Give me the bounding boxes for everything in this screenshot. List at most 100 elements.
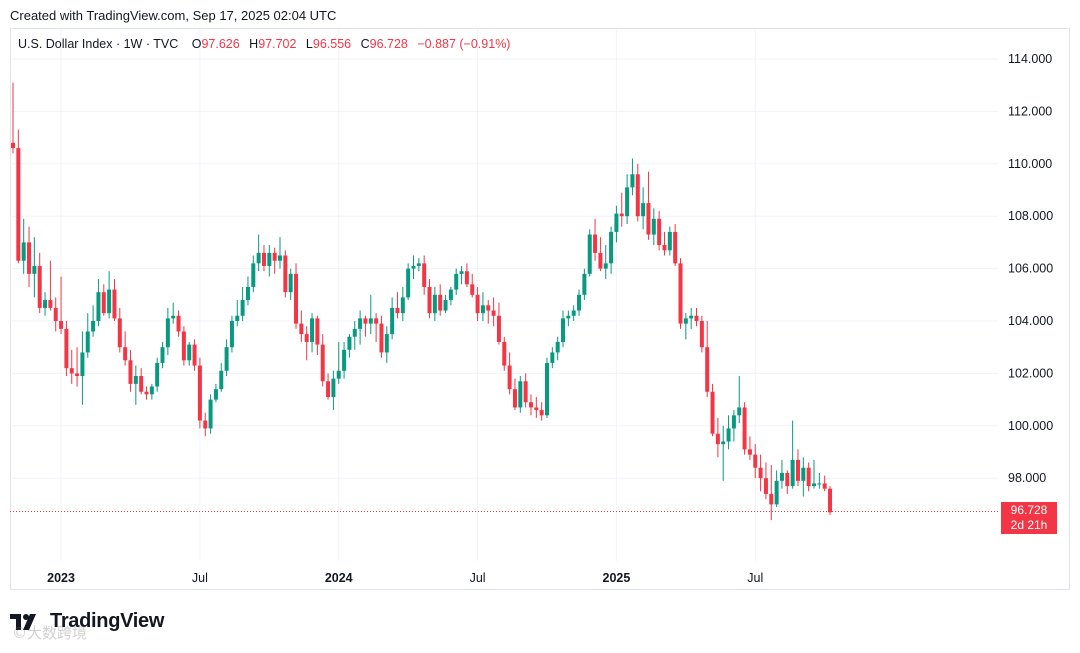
candle-down bbox=[123, 331, 128, 366]
brand-name: TradingView bbox=[50, 610, 165, 632]
candle-down bbox=[763, 462, 768, 500]
candle-down bbox=[139, 368, 144, 395]
candle-body bbox=[763, 478, 768, 494]
y-tick-label: 106.000 bbox=[1008, 262, 1053, 276]
candle-body bbox=[85, 331, 90, 353]
candle-body bbox=[37, 265, 42, 308]
candle-body bbox=[123, 347, 128, 361]
candle-body bbox=[464, 271, 469, 285]
grid-lines bbox=[10, 29, 998, 561]
candle-up bbox=[774, 470, 779, 508]
symbol-label[interactable]: U.S. Dollar Index · 1W · TVC bbox=[18, 37, 179, 51]
candle-body bbox=[411, 265, 416, 269]
candle-down bbox=[528, 394, 533, 416]
candle-body bbox=[336, 370, 341, 379]
candle-body bbox=[603, 263, 608, 269]
candle-body bbox=[822, 483, 827, 489]
candle-down bbox=[181, 326, 186, 366]
candle-up bbox=[406, 263, 411, 301]
candle-up bbox=[609, 226, 614, 274]
candle-body bbox=[545, 362, 549, 416]
candle-up bbox=[459, 265, 464, 285]
candle-up bbox=[518, 376, 523, 413]
last-price-tag: 96.728 2d 21h bbox=[1001, 502, 1057, 534]
candle-down bbox=[363, 315, 368, 337]
candle-body bbox=[342, 349, 347, 371]
candle-body bbox=[651, 218, 656, 235]
candle-body bbox=[528, 402, 533, 408]
time-axis: 2023 Jul 2024 Jul 2025 Jul bbox=[47, 571, 763, 585]
candle-down bbox=[422, 255, 427, 295]
candle-down bbox=[475, 286, 480, 321]
candle-down bbox=[758, 454, 763, 492]
candle-down bbox=[795, 449, 800, 487]
candle-body bbox=[224, 347, 229, 371]
candle-body bbox=[769, 493, 774, 505]
candle-body bbox=[27, 242, 32, 274]
candle-up bbox=[251, 255, 256, 293]
close-value: 96.728 bbox=[369, 37, 408, 51]
candle-body bbox=[673, 231, 678, 264]
candle-body bbox=[699, 321, 704, 348]
candle-body bbox=[496, 315, 501, 342]
candle-body bbox=[352, 328, 357, 337]
candle-body bbox=[32, 265, 37, 274]
candle-body bbox=[368, 318, 373, 324]
candle-down bbox=[753, 444, 758, 479]
candle-body bbox=[630, 174, 635, 188]
candle-up bbox=[358, 310, 363, 345]
candle-body bbox=[379, 323, 384, 353]
candle-body bbox=[555, 341, 560, 353]
candle-body bbox=[358, 318, 363, 329]
chart-legend: U.S. Dollar Index · 1W · TVC O97.626 H97… bbox=[18, 37, 516, 51]
candle-up bbox=[812, 459, 816, 489]
candle-body bbox=[737, 407, 742, 416]
candle-body bbox=[261, 252, 266, 266]
candle-up bbox=[336, 341, 341, 384]
candle-up bbox=[454, 268, 459, 295]
candle-down bbox=[769, 465, 774, 521]
candle-up bbox=[310, 313, 315, 353]
price-axis: 98.000 100.000 102.000 104.000 106.000 108.00… bbox=[1008, 52, 1053, 485]
candle-up bbox=[689, 307, 694, 329]
candle-body bbox=[774, 480, 779, 505]
candle-body bbox=[272, 252, 277, 261]
candle-up bbox=[737, 376, 742, 424]
candlestick-chart[interactable]: 98.000 100.000 102.000 104.000 106.000 108.00… bbox=[0, 0, 1080, 600]
candle-body bbox=[256, 252, 261, 264]
candle-down bbox=[427, 279, 432, 319]
tradingview-logo-icon bbox=[10, 613, 36, 630]
candle-body bbox=[593, 234, 598, 253]
candle-body bbox=[657, 218, 662, 246]
candle-body bbox=[539, 410, 544, 416]
candle-body bbox=[475, 294, 480, 314]
candle-down bbox=[512, 378, 517, 411]
candle-down bbox=[539, 402, 544, 421]
candle-down bbox=[75, 347, 80, 387]
candle-body bbox=[11, 142, 15, 149]
candle-down bbox=[694, 307, 699, 327]
candle-down bbox=[464, 263, 469, 287]
candle-body bbox=[443, 300, 448, 311]
candle-down bbox=[705, 321, 710, 397]
candle-body bbox=[609, 231, 614, 264]
candle-up bbox=[614, 205, 619, 243]
candle-up bbox=[571, 305, 576, 321]
candle-down bbox=[283, 250, 288, 298]
candle-body bbox=[320, 344, 325, 382]
candle-down bbox=[635, 163, 640, 222]
chart-frame bbox=[10, 28, 1070, 590]
candle-body bbox=[406, 268, 411, 298]
candle-body bbox=[304, 334, 309, 342]
candle-body bbox=[619, 213, 624, 217]
candle-down bbox=[16, 129, 21, 264]
candle-body bbox=[806, 467, 811, 487]
candle-body bbox=[326, 381, 331, 397]
candle-body bbox=[75, 373, 80, 377]
candle-body bbox=[694, 315, 699, 321]
watermark: ©大数跨境 bbox=[12, 624, 88, 642]
candle-up bbox=[267, 245, 272, 277]
high-label: H bbox=[249, 37, 259, 51]
candle-body bbox=[363, 318, 368, 324]
candle-body bbox=[779, 472, 784, 481]
